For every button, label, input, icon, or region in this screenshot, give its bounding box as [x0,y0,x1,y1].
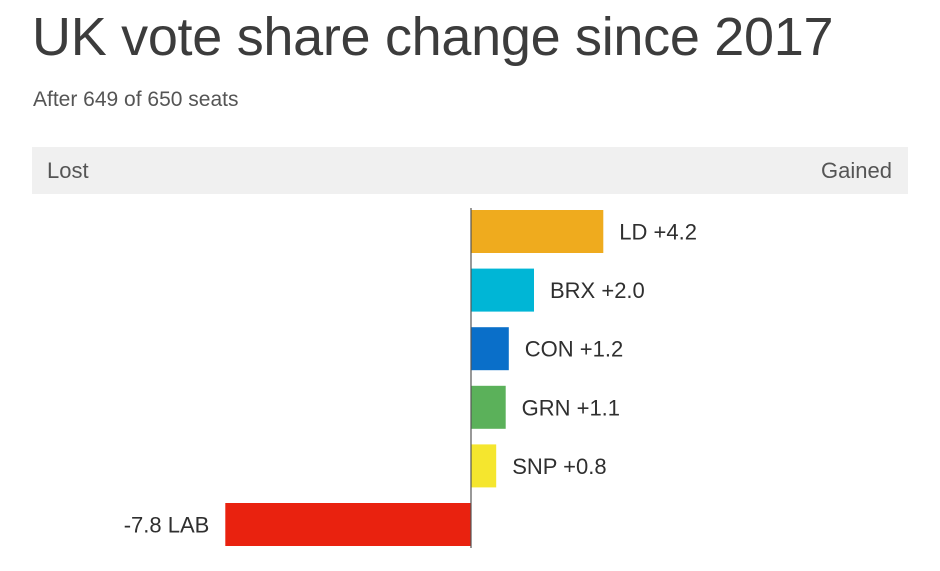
bar-label-ld: LD +4.2 [619,220,697,245]
lost-label: Lost [47,158,89,183]
bar-brx [471,268,534,312]
bar-label-con: CON +1.2 [525,337,623,362]
bar-con [471,327,509,371]
bars-group: LD +4.2 BRX +2.0 CON +1.2 GRN +1.1 SNP +0.8 -… [124,210,697,546]
chart-title: UK vote share change since 2017 [32,7,834,67]
bar-label-snp: SNP +0.8 [512,454,606,479]
bar-ld [471,210,604,253]
bar-lab [225,503,471,546]
bar-grn [471,385,506,429]
chart-subtitle: After 649 of 650 seats [33,88,239,111]
bar-label-brx: BRX +2.0 [550,278,645,303]
bar-label-lab: -7.8 LAB [124,513,210,538]
bar-label-grn: GRN +1.1 [522,395,620,420]
axis-direction-band: Lost Gained [32,147,908,194]
bar-snp [471,444,497,488]
gained-label: Gained [821,158,892,183]
